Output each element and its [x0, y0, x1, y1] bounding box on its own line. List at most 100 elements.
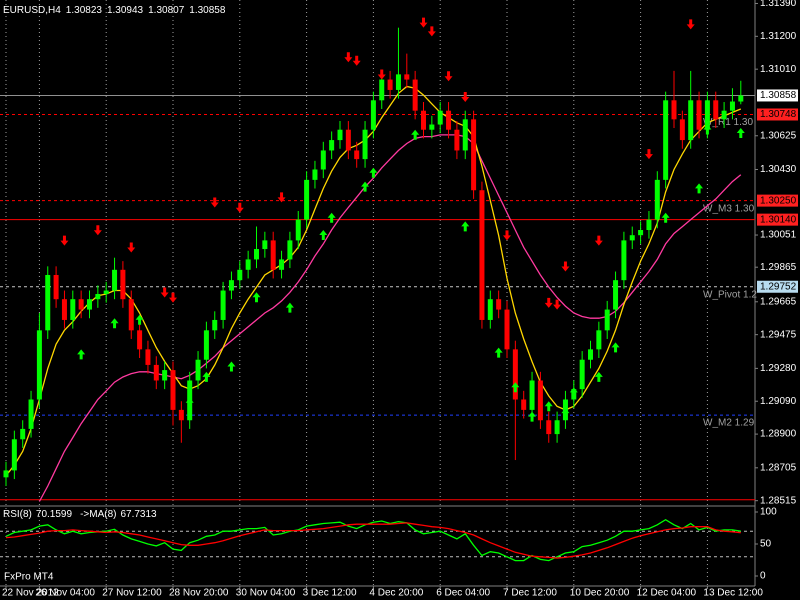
price-tag: [757, 194, 798, 207]
candle-body: [654, 179, 660, 220]
candle-body: [329, 140, 335, 151]
y-tick-label: 1.31390: [760, 0, 797, 9]
rsi-line: [5, 518, 741, 562]
level-text: W_M3 1.30: [703, 203, 755, 214]
x-tick-label: 7 Dec 12:00: [503, 588, 557, 599]
rsi-title: RSI(8): [3, 509, 32, 520]
candle-body: [337, 129, 343, 141]
candle-body: [496, 299, 502, 310]
up-arrow: [77, 349, 86, 360]
x-tick-label: 4 Dec 20:00: [369, 588, 423, 599]
down-arrow: [419, 17, 428, 28]
ma-line: [38, 134, 742, 502]
y-tick-label: 1.31010: [760, 64, 797, 75]
candle-body: [412, 79, 418, 111]
candle-body: [203, 330, 209, 360]
x-tick-label: 26 Nov 04:00: [35, 588, 95, 599]
candle-body: [112, 269, 118, 291]
candle-body: [45, 274, 51, 331]
candle-body: [704, 100, 710, 130]
ma-title: ->MA(8): [80, 509, 116, 520]
price-tag-label: 1.30140: [760, 214, 797, 225]
x-tick-label: 3 Dec 12:00: [303, 588, 357, 599]
up-arrow: [411, 129, 420, 140]
candle-body: [36, 330, 42, 400]
y-tick-label: 1.28705: [760, 462, 797, 473]
y-tick-label: 1.28515: [760, 495, 797, 506]
up-arrow: [361, 181, 370, 192]
candle-body: [137, 330, 143, 350]
down-arrow: [377, 69, 386, 80]
x-tick-label: 13 Dec 12:00: [703, 588, 763, 599]
x-tick-label: 22 Nov 2012: [2, 588, 59, 599]
y-tick-label: 1.29665: [760, 296, 797, 307]
candle-body: [479, 190, 485, 320]
candle-body: [362, 129, 368, 160]
up-arrow: [202, 371, 211, 382]
down-arrow: [344, 52, 353, 63]
y-tick-label: 1.29090: [760, 396, 797, 407]
candle-body: [212, 319, 218, 331]
candle-body: [638, 230, 644, 236]
candle-body: [579, 359, 585, 390]
candle-body: [153, 364, 159, 381]
candle-body: [120, 269, 126, 300]
price-tag-label: 1.30858: [760, 90, 797, 101]
candle-body: [379, 79, 385, 101]
down-arrow: [544, 297, 553, 308]
down-arrow: [210, 197, 219, 208]
down-arrow: [503, 230, 511, 241]
y-tick-label: 50: [760, 539, 772, 550]
up-arrow: [227, 361, 236, 372]
candle-body: [95, 294, 101, 300]
symbol: EURUSD,H4: [3, 5, 61, 16]
down-arrow: [427, 26, 436, 37]
chart-header: EURUSD,H4 1.30823 1.30943 1.30807 1.30858: [3, 5, 226, 16]
down-arrow: [169, 292, 177, 303]
y-tick-label: 1.30430: [760, 164, 797, 175]
down-arrow: [461, 92, 470, 103]
up-arrow: [461, 221, 470, 232]
up-arrow: [611, 342, 620, 353]
y-tick-label: 1.30625: [760, 130, 797, 141]
candle-body: [462, 119, 468, 151]
up-arrow: [285, 302, 294, 313]
candle-body: [446, 110, 452, 130]
candle-body: [512, 349, 518, 400]
candle-body: [621, 240, 627, 281]
price-tag-label: 1.30748: [760, 109, 797, 120]
rsi-header: RSI(8) 70.1599 ->MA(8) 67.7313: [3, 509, 157, 520]
candle-body: [262, 240, 268, 250]
y-tick-label: 1.29865: [760, 262, 797, 273]
up-arrow: [594, 371, 603, 382]
candle-body: [3, 470, 9, 478]
candle-body: [103, 290, 109, 295]
candle-body: [245, 259, 251, 270]
candle-body: [721, 110, 727, 120]
y-tick-label: 1.29280: [760, 363, 797, 374]
candle-body: [228, 280, 234, 291]
candle-body: [237, 269, 243, 281]
down-arrow: [444, 71, 453, 82]
candle-body: [11, 439, 17, 471]
up-arrow: [695, 183, 704, 194]
up-arrow: [252, 292, 261, 303]
candle-body: [454, 129, 460, 151]
x-tick-label: 10 Dec 20:00: [570, 588, 630, 599]
rsi-line: [5, 522, 741, 559]
up-arrow: [135, 314, 144, 325]
price-tag-label: 1.30250: [760, 195, 797, 206]
candle-body: [471, 119, 477, 191]
candle-body: [170, 370, 176, 410]
price-tag: [757, 213, 798, 226]
candle-body: [738, 95, 744, 102]
candle-body: [287, 240, 293, 260]
rsi-value: 70.1599: [36, 509, 73, 520]
candle-body: [395, 74, 401, 90]
ohlc-value: 1.30823: [66, 5, 103, 16]
candle-body: [61, 299, 67, 320]
ohlc-value: 1.30943: [107, 5, 144, 16]
candle-body: [546, 420, 552, 435]
candle-body: [53, 274, 59, 300]
down-arrow: [235, 202, 244, 213]
